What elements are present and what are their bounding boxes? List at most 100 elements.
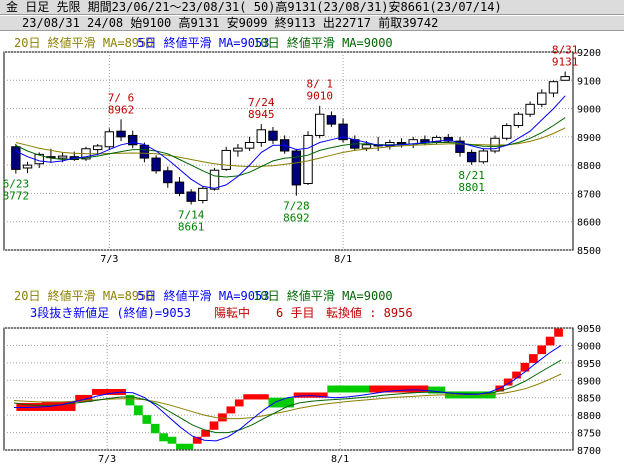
renko-block-up (419, 385, 429, 393)
y-tick-label: 8900 (577, 133, 601, 144)
candle-up (560, 76, 570, 81)
renko-block-up (411, 385, 421, 393)
candle-down (268, 130, 278, 141)
renko-block-up (386, 385, 395, 393)
candle-down (11, 146, 21, 170)
candle-down (291, 150, 302, 186)
candle-up (104, 131, 115, 148)
renko-block-up (58, 401, 68, 411)
renko-block-up (554, 328, 563, 337)
renko-block-up (108, 389, 118, 395)
candle-down (151, 157, 161, 172)
candle-down (326, 115, 337, 125)
ma5-line (14, 344, 562, 442)
annotation-value: 9131 (552, 56, 579, 69)
annotation-date: 7/28 (283, 200, 310, 213)
renko-block-up (520, 362, 530, 372)
candle-up (233, 147, 243, 152)
renko-block-down (134, 405, 143, 416)
candle-up (478, 150, 489, 163)
y-tick-label: 8800 (577, 411, 601, 422)
candle-up (525, 103, 535, 115)
candle-down (128, 134, 138, 146)
renko-block-down (184, 443, 194, 450)
annotation-value: 8661 (178, 220, 205, 233)
ma10-line (15, 117, 566, 178)
renko-block-up (537, 345, 547, 355)
candle-up (221, 149, 231, 170)
renko-status-reversal: 転換値 : 8956 (326, 305, 413, 320)
renko-block-down (352, 385, 362, 393)
renko-block-down (159, 433, 168, 442)
x-tick-label: 7/3 (98, 454, 116, 465)
annotation-value: 8945 (248, 108, 275, 121)
y-tick-label: 8950 (577, 359, 601, 370)
renko-status-trend: 陽転中 (214, 305, 250, 320)
annotation-date: 7/24 (248, 96, 275, 109)
y-tick-label: 9000 (577, 341, 601, 352)
y-tick-label: 9100 (577, 76, 601, 87)
renko-block-up (226, 406, 236, 414)
y-tick-label: 8700 (577, 189, 601, 200)
legend-entry-3: 10日 終値平滑 MA=9000 (253, 288, 392, 303)
candle-down (396, 142, 407, 145)
renko-block-up (92, 389, 101, 395)
renko-block-up (201, 429, 210, 437)
ma5-line (15, 95, 566, 189)
candle-up (244, 142, 255, 149)
header-info-line2: 23/08/31 24/08 始9100 高9131 安9099 終9113 出… (0, 16, 624, 31)
renko-block-up (545, 336, 555, 346)
renko-block-down (360, 385, 370, 393)
renko-block-up (243, 394, 252, 400)
candle-down (455, 140, 465, 153)
renko-block-down (428, 386, 437, 394)
annotation-value: 9010 (306, 90, 333, 103)
renko-block-up (310, 392, 320, 398)
legend-entry-2: 5日 終値平滑 MA=9053 (137, 35, 269, 50)
y-tick-label: 8600 (577, 218, 601, 229)
plot-frame (3, 327, 574, 451)
x-tick-label: 8/1 (334, 254, 352, 265)
candle-up (513, 113, 524, 127)
annotation-value: 8772 (3, 190, 30, 203)
renko-block-up (100, 389, 110, 395)
candle-up (209, 169, 220, 190)
renko-block-down (335, 385, 345, 393)
renko-block-up (369, 385, 379, 393)
ma10-line (13, 359, 562, 434)
annotation-date: 8/21 (458, 169, 485, 182)
annotation-value: 8962 (108, 103, 135, 116)
renko-block-down (276, 397, 286, 408)
candle-up (92, 145, 103, 151)
renko-block-up (503, 378, 513, 386)
x-tick-label: 8/1 (331, 454, 349, 465)
renko-block-down (150, 423, 160, 434)
y-tick-label: 9050 (577, 324, 601, 335)
candle-up (315, 113, 325, 136)
legend-entry-1: 20日 終値平滑 MA=8950 (14, 35, 153, 50)
renko-block-up (251, 394, 261, 400)
annotation-date: 6/23 (3, 178, 30, 191)
candle-down (174, 181, 185, 194)
renko-block-down (142, 415, 152, 424)
y-tick-label: 8500 (577, 246, 601, 257)
renko-block-up (528, 354, 538, 363)
renko-status-title: 3段抜き新値足 (終値)=9053 (30, 305, 191, 320)
renko-block-up (302, 392, 311, 398)
y-tick-label: 8700 (577, 446, 601, 457)
y-tick-label: 9200 (577, 48, 601, 59)
renko-block-up (377, 385, 387, 393)
y-tick-label: 8850 (577, 394, 601, 405)
annotation-date: 7/14 (178, 208, 205, 221)
renko-block-down (176, 443, 185, 450)
candle-down (443, 136, 453, 142)
annotation-date: 7/ 6 (108, 91, 135, 104)
renko-block-up (66, 401, 76, 411)
renko-block-down (327, 385, 337, 393)
renko-block-up (260, 394, 269, 400)
renko-block-down (285, 397, 295, 408)
